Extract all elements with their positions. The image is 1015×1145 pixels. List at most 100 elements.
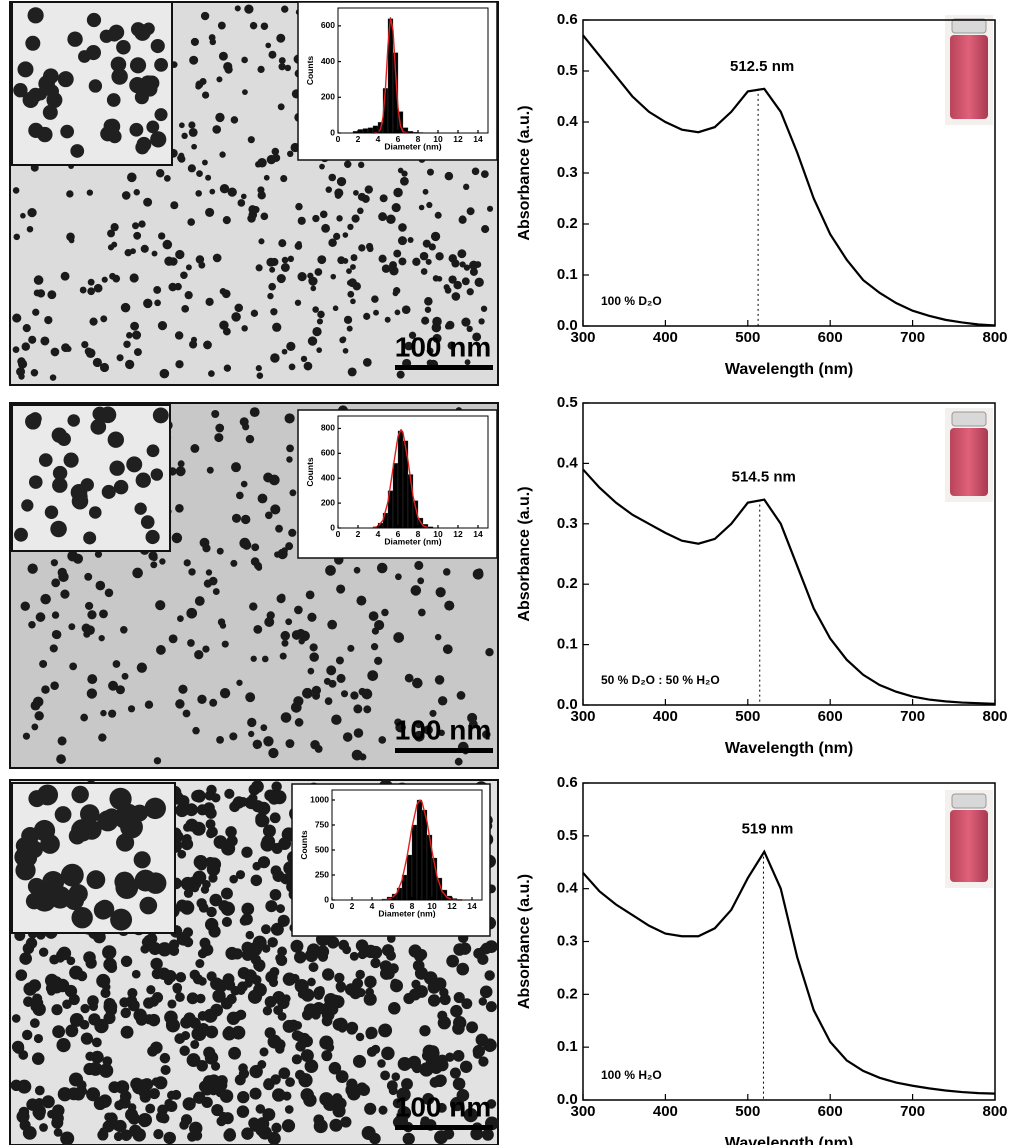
particle [129,122,144,137]
particle [366,1046,377,1057]
particle [54,806,72,823]
particle [408,331,417,339]
particle [378,1105,388,1115]
particle [155,600,166,611]
particle [52,1025,66,1039]
x-tick-label: 8 [416,529,421,539]
particle [295,202,303,211]
particle [190,1039,200,1049]
particle [288,528,297,537]
particle [199,77,207,86]
particle [201,91,210,99]
particle [152,991,164,1003]
particle [38,947,49,957]
particle [250,954,262,965]
particle [386,214,396,224]
particle [284,1105,294,1114]
histogram-inset [291,783,491,937]
particle [214,979,228,993]
particle [119,997,130,1008]
particle [461,277,470,286]
particle [41,1095,55,1109]
particle [316,347,323,353]
particle [436,1102,447,1113]
particle [267,792,281,805]
particle [66,190,74,198]
particle [257,186,265,194]
particle [434,633,442,641]
particle [45,982,58,995]
particle [255,365,262,372]
particle [257,493,268,504]
particle [222,216,231,225]
particle [331,714,342,725]
particle [222,327,231,336]
particle [270,308,278,316]
particle [248,205,257,214]
particle [272,1088,286,1102]
particle [249,1064,263,1079]
particle [385,950,397,961]
particle [281,1119,296,1133]
particle [196,860,207,871]
particle [212,588,220,596]
particle [86,688,98,699]
particle [449,1067,461,1079]
particle [258,238,265,245]
particle [426,201,433,209]
particle [101,484,116,499]
particle [112,660,121,668]
particle [225,826,237,838]
particle [202,544,211,553]
particle [240,193,247,200]
particle [79,286,87,294]
particle [307,977,316,987]
x-tick-label: 500 [735,708,760,725]
particle [50,520,67,538]
particle [333,232,341,241]
particle [421,316,430,325]
y-tick-label: 0.4 [557,880,579,897]
particle [120,1129,133,1141]
particle [171,532,183,544]
y-tick-label: 0.4 [557,113,579,130]
particle [400,176,409,186]
particle [187,164,196,173]
particle [266,154,277,165]
particle [191,1027,205,1041]
particle [358,244,366,252]
particle [153,1129,164,1140]
particle [214,433,224,443]
y-tick-label: 0.1 [557,636,578,653]
particle [193,1091,206,1104]
particle [33,289,41,297]
particle [127,705,136,713]
particle [94,550,103,558]
particle [439,993,451,1006]
particle [328,994,342,1008]
particle [181,1031,191,1041]
particle [174,331,184,340]
particle [95,580,106,591]
particle [459,1060,473,1073]
particle [469,260,479,270]
particle [424,306,432,313]
particle [121,672,129,680]
particle [96,973,111,988]
particle [347,223,354,231]
particle [189,340,198,349]
particle [280,174,288,183]
particle [363,312,371,320]
particle [92,357,102,368]
x-tick-label: 700 [900,1103,925,1120]
particle [412,677,423,689]
particle [180,1016,193,1029]
particle [207,1074,221,1088]
y-tick-label: 0.0 [557,317,578,334]
particle [237,199,246,207]
particle [146,444,160,458]
particle [51,1004,63,1016]
particle [175,360,184,369]
particle [215,112,225,123]
